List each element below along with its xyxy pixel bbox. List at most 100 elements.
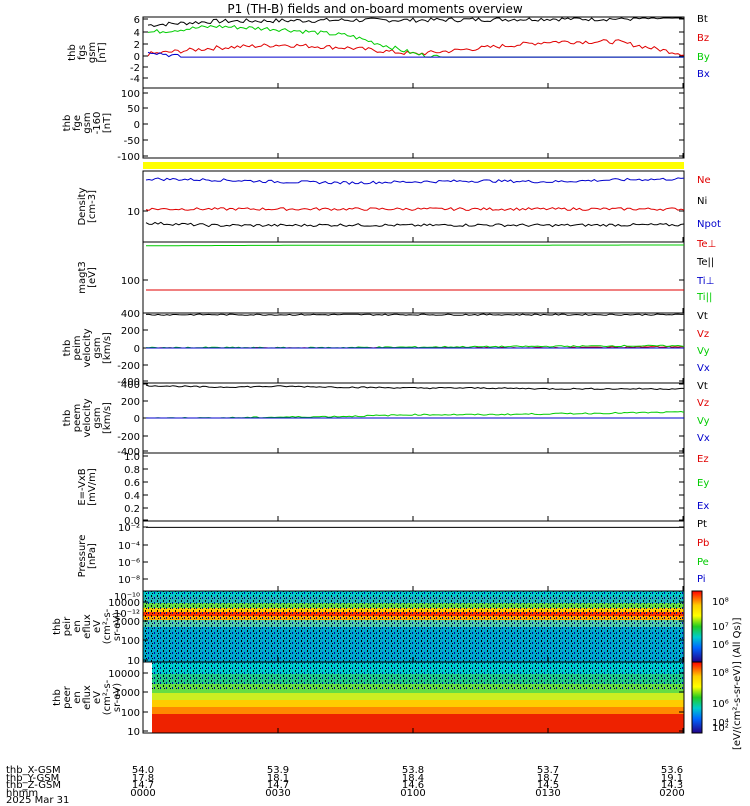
- panel-frame: [142, 87, 685, 159]
- colorbar-1: 10⁸ 10⁷ 10⁶: [691, 590, 729, 663]
- ephemeris-value: 18.7: [536, 772, 560, 784]
- legend-ey: Ey: [697, 478, 709, 489]
- y-axis-label: gsm: [87, 42, 98, 63]
- y-tick-label: 100: [121, 89, 140, 100]
- panel-peer: 10000 1000 100 10 thb peer en eflux eV (cm²-s-sr-…: [52, 661, 685, 738]
- y-axis-label: gsm: [82, 112, 93, 133]
- y-tick-label: 10: [127, 727, 140, 738]
- ephemeris-value: 53.7: [536, 765, 560, 776]
- y-axis-label: -160: [92, 112, 103, 135]
- y-tick-label: 0.2: [124, 504, 140, 515]
- ephemeris-value: 53.6: [660, 765, 684, 776]
- series-peim-vt: [146, 313, 685, 316]
- y-tick-label: 10⁻¹²: [114, 609, 140, 620]
- colorbar-tick-label: 10²: [712, 723, 729, 734]
- ephemeris-value: 18.1: [266, 772, 290, 784]
- y-tick-label: -200: [117, 361, 140, 372]
- y-axis-label: velocity: [82, 398, 93, 437]
- y-tick-label: 0.6: [124, 478, 140, 489]
- legend-bt: Bt: [697, 14, 708, 25]
- y-axis-label: [mV/m]: [87, 468, 98, 506]
- y-axis-label: peer: [62, 685, 73, 709]
- ephemeris-value: 0000: [130, 787, 156, 799]
- panel-peir: 10000 1000 100 10 thb peir en eflux eV (cm²-s-sr-…: [52, 590, 685, 667]
- legend-ez: Ez: [697, 454, 709, 465]
- colorbar-scale: [691, 661, 703, 734]
- y-tick-label: 0.8: [124, 465, 140, 476]
- y-axis-label: fge: [72, 115, 83, 131]
- spectrogram-band: [152, 700, 684, 707]
- y-tick-label: 10: [127, 656, 140, 667]
- y-tick-label: -400: [117, 447, 140, 458]
- legend-vt: Vt: [697, 381, 708, 392]
- series-density-npot: [145, 177, 685, 185]
- spectrogram-noise: [152, 662, 684, 690]
- legend-vz: Vz: [697, 329, 709, 340]
- spectrogram-gap: [143, 662, 152, 733]
- colorbar-tick-label: 10⁴: [712, 718, 729, 729]
- y-tick-label: 1.0: [124, 452, 140, 463]
- y-axis-label: thb: [62, 115, 73, 132]
- y-tick-label: 10⁻⁸: [118, 575, 140, 586]
- y-tick-label: 2: [134, 40, 140, 51]
- legend-by: By: [697, 52, 710, 63]
- ephemeris-value: 14.3: [660, 780, 684, 791]
- y-axis-label: [nPa]: [87, 543, 98, 569]
- y-tick-label: -200: [117, 432, 140, 443]
- series-fgs-bt: [147, 17, 685, 27]
- legend-pi: Pi: [697, 574, 706, 585]
- y-axis-label: thb: [62, 340, 73, 357]
- y-tick-label: 4: [134, 28, 140, 39]
- y-tick-label: 100: [121, 708, 140, 719]
- y-axis-label: eV: [92, 691, 103, 704]
- y-axis-label: fgs: [77, 45, 88, 60]
- ephemeris-value: 0130: [535, 787, 561, 799]
- y-tick-label: 1000: [115, 617, 140, 628]
- legend-pt: Pt: [697, 519, 707, 530]
- y-axis-label: [km/s]: [102, 402, 113, 434]
- y-axis-label: eflux: [82, 614, 93, 639]
- y-axis-label: thb: [52, 618, 63, 635]
- colorbar-tick-label: 10⁸: [712, 668, 729, 679]
- y-axis-label: magt3: [77, 261, 88, 294]
- y-axis-label: gsm: [92, 337, 103, 358]
- y-tick-label: 0: [134, 52, 140, 63]
- ephemeris-label: thb_X-GSM: [6, 765, 61, 776]
- ephemeris-value: 17.8: [131, 772, 155, 784]
- ephemeris-value: 18.4: [401, 772, 425, 784]
- ephemeris-value: 53.8: [401, 765, 425, 776]
- y-tick-label: -50: [124, 136, 140, 147]
- legend-pb: Pb: [697, 538, 709, 549]
- ephemeris-value: 0200: [659, 787, 685, 799]
- ephemeris-label: hhmm: [6, 787, 39, 799]
- panel-temp: 100 magt3 [eV] Te⊥ Te|| Ti⊥ Ti||: [77, 239, 716, 314]
- panel-frame: [142, 241, 685, 314]
- ephemeris-value: 54.0: [131, 765, 155, 776]
- ephemeris-value: 0030: [265, 787, 291, 799]
- legend-npot: Npot: [697, 219, 721, 230]
- series-peem-vt: [145, 384, 684, 391]
- series-peem-vy: [145, 410, 685, 419]
- y-tick-label: 10⁻²: [118, 523, 140, 534]
- y-axis-label: thb: [67, 44, 78, 61]
- y-tick-label: -400: [117, 377, 140, 388]
- y-tick-label: 0: [134, 344, 140, 355]
- y-axis-label: gsm: [92, 407, 103, 428]
- ephemeris-value: 19.1: [660, 772, 684, 784]
- legend-vy: Vy: [697, 346, 710, 357]
- series-density-ni: [145, 221, 685, 228]
- y-axis-label: Pressure: [77, 535, 88, 578]
- panel-fgs: 6 420-2-4 thb fgs gsm [nT] Bt Bz By Bx: [67, 14, 710, 89]
- legend-vy: Vy: [697, 416, 710, 427]
- legend-bx: Bx: [697, 69, 710, 80]
- y-tick-label: 10000: [108, 598, 140, 609]
- y-axis-label: Density: [77, 187, 88, 225]
- colorbar-tick-label: 10⁷: [712, 622, 729, 633]
- series-fgs-by: [147, 24, 684, 58]
- series-fgs-bx: [147, 51, 684, 58]
- y-axis-label: [cm-3]: [87, 190, 98, 223]
- ephemeris-table: thb_X-GSM thb_Y-GSM thb_Z-GSM hhmm 2025 Mar …: [0, 765, 750, 806]
- panel-fge: 100 50 0 -50 -100 thb fge gsm -160 [nT]: [62, 87, 685, 163]
- y-tick-label: 400: [121, 309, 140, 320]
